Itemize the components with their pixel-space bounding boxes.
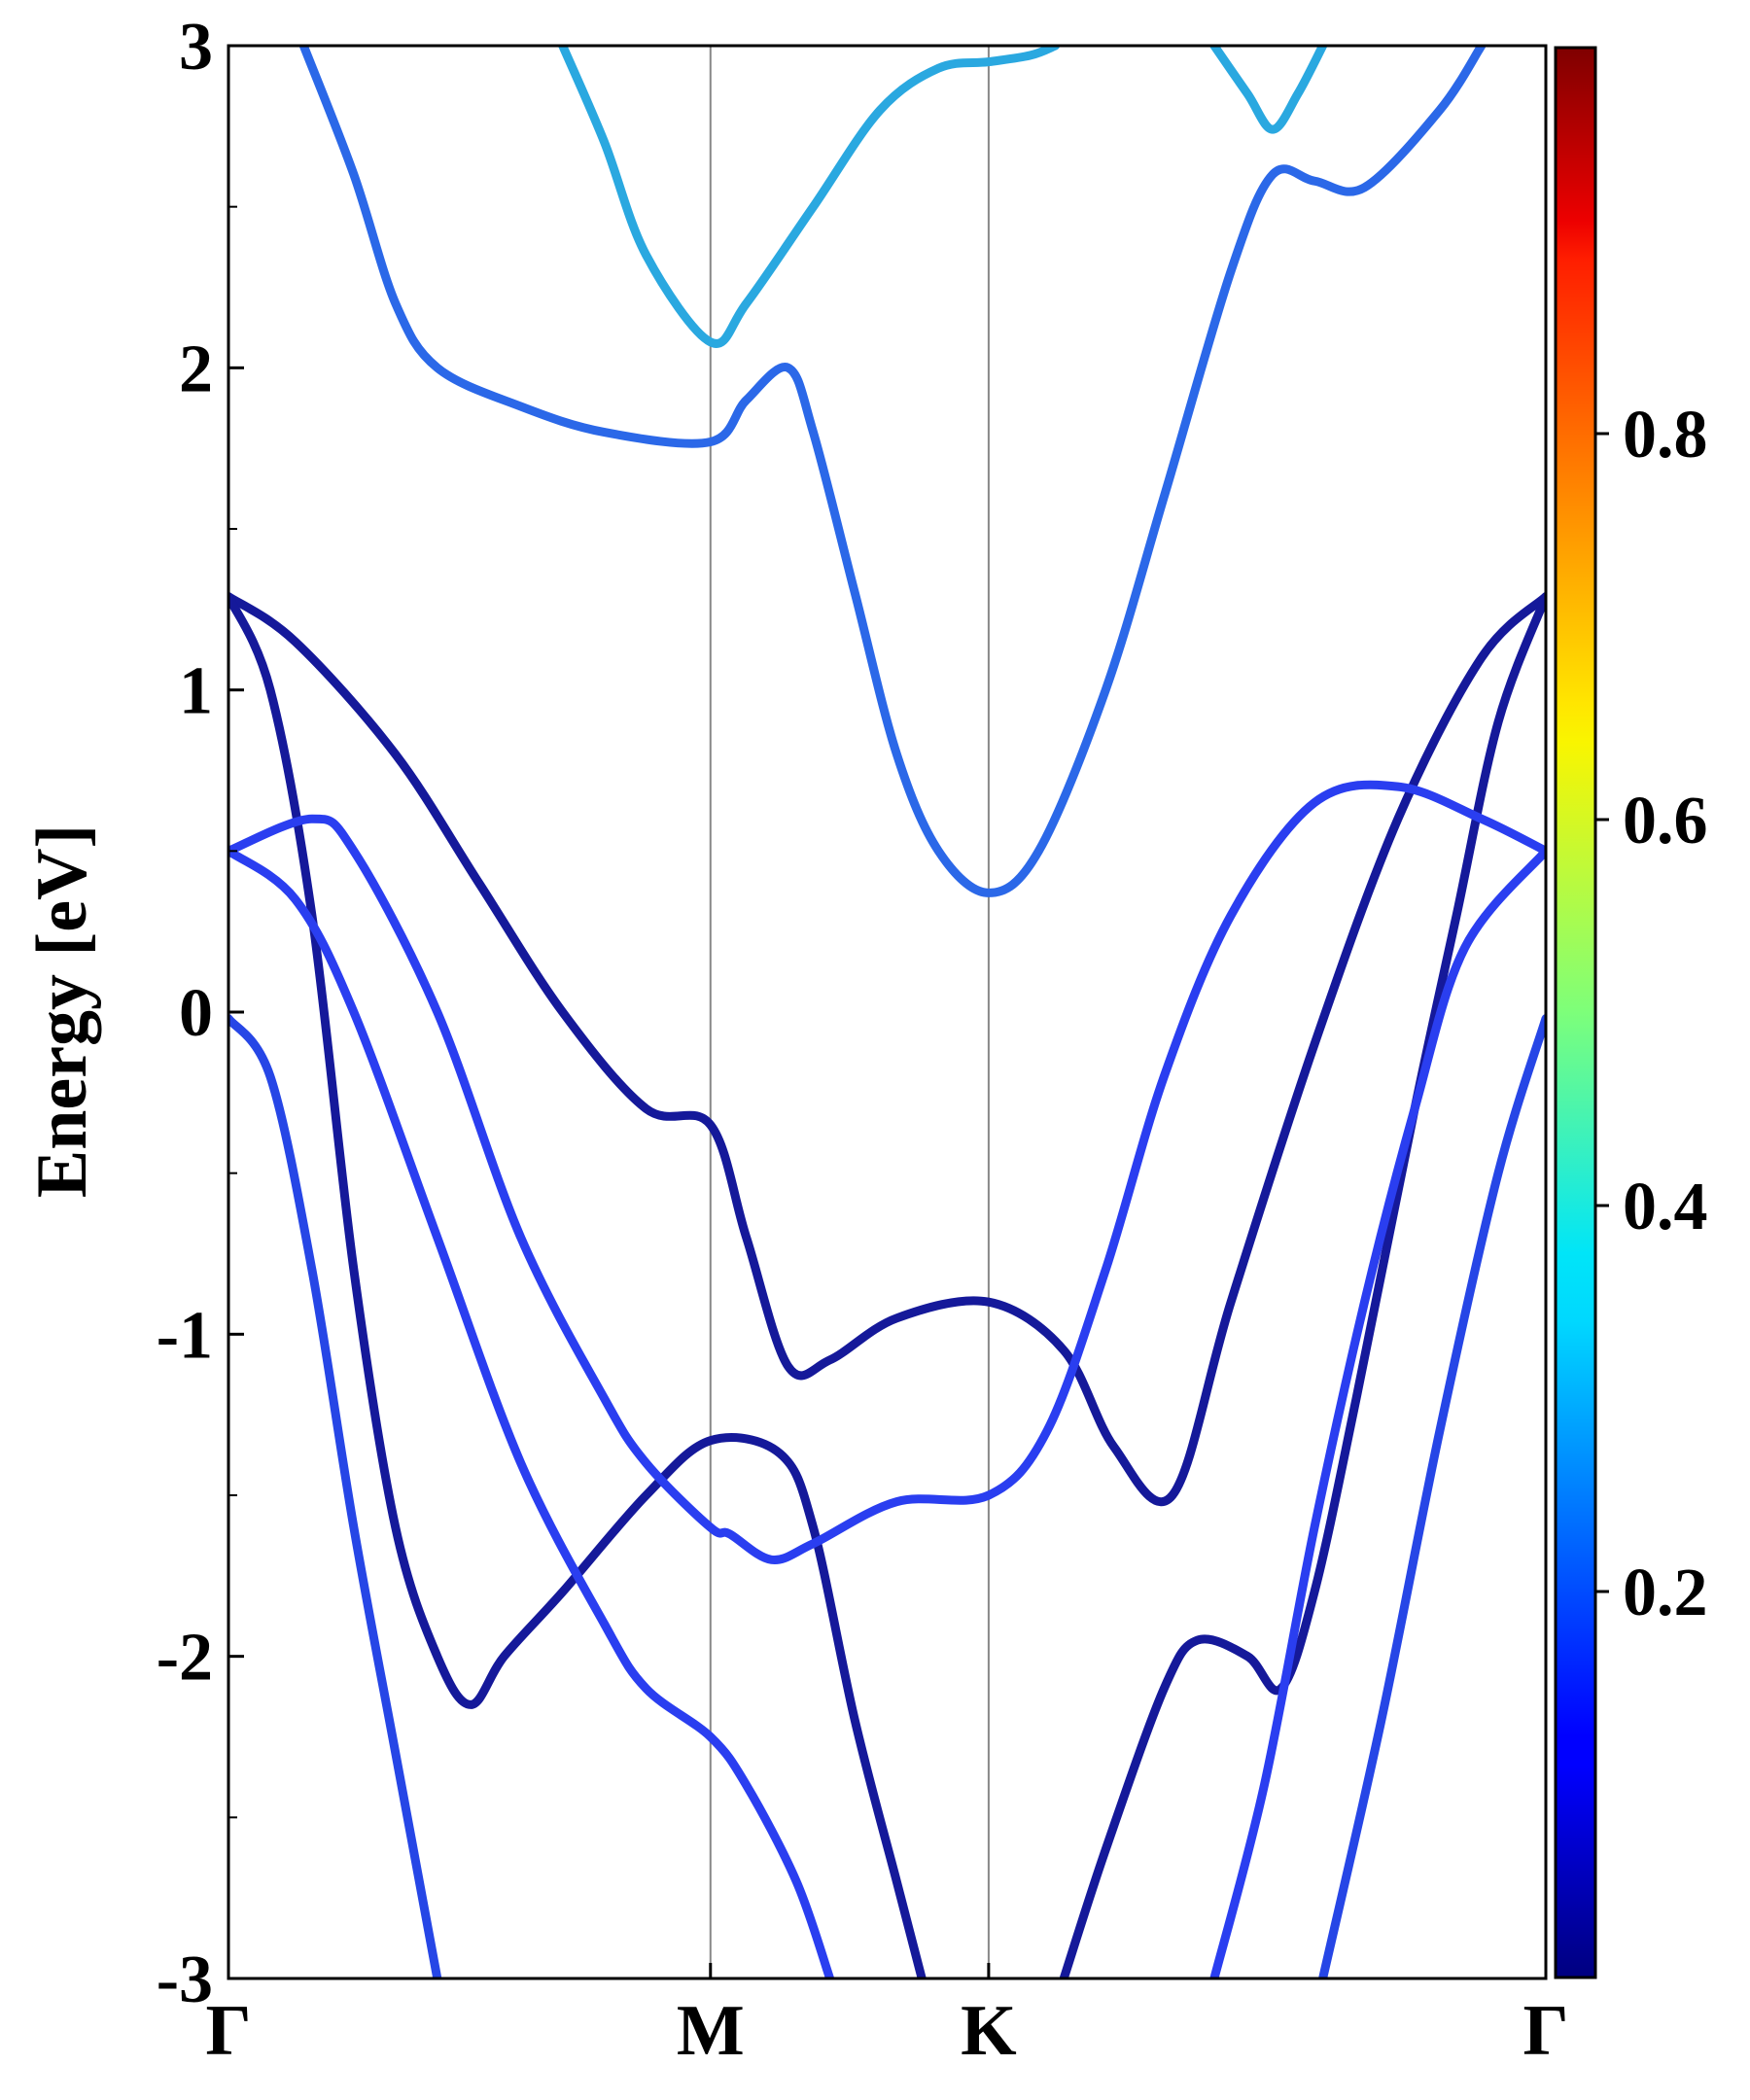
y-axis-ticks: 3 2 1 0 -1 -2 -3 bbox=[157, 10, 244, 2017]
y-tick-label: -3 bbox=[157, 1942, 213, 2017]
x-tick-label: M bbox=[677, 1991, 745, 2071]
y-tick-label: -1 bbox=[157, 1298, 213, 1373]
colorbar-tick-label: 0.8 bbox=[1623, 398, 1708, 472]
y-axis-label: Energy [eV] bbox=[22, 824, 102, 1198]
colorbar-ticks: 0.2 0.4 0.6 0.8 bbox=[1595, 398, 1708, 1630]
kpath-lines bbox=[709, 46, 990, 1978]
y-tick-label: 2 bbox=[179, 332, 213, 406]
y-tick-label: 0 bbox=[179, 976, 213, 1051]
band-line-3 bbox=[1059, 592, 1546, 1978]
band-line-11 bbox=[1209, 46, 1328, 134]
x-tick-label: K bbox=[961, 1991, 1017, 2071]
bands bbox=[228, 46, 1546, 1978]
y-tick-label: 1 bbox=[179, 654, 213, 729]
colorbar: 0.2 0.4 0.6 0.8 bbox=[1554, 46, 1708, 1979]
band-line-9 bbox=[298, 46, 1487, 897]
band-line-5 bbox=[228, 846, 835, 1978]
colorbar-tick-label: 0.6 bbox=[1623, 784, 1708, 858]
plot-background bbox=[228, 46, 1546, 1978]
band-line-6 bbox=[1209, 846, 1546, 1978]
colorbar-gradient bbox=[1554, 46, 1597, 1979]
colorbar-tick-label: 0.2 bbox=[1623, 1556, 1708, 1630]
band-line-4 bbox=[228, 780, 1546, 1564]
band-line-10 bbox=[558, 46, 1061, 348]
band-line-7 bbox=[228, 1014, 442, 1978]
x-tick-label: Γ bbox=[205, 1991, 251, 2071]
band-line-8 bbox=[1318, 1014, 1546, 1978]
y-tick-label: 3 bbox=[179, 10, 213, 85]
plot-area: 3 2 1 0 -1 -2 -3 Γ M K Γ bbox=[157, 10, 1569, 2071]
x-tick-label: Γ bbox=[1522, 1991, 1568, 2071]
colorbar-tick-label: 0.4 bbox=[1623, 1170, 1708, 1244]
band-line-1 bbox=[228, 592, 1546, 1507]
band-line-2 bbox=[228, 592, 927, 1978]
y-tick-label: -2 bbox=[157, 1621, 213, 1696]
